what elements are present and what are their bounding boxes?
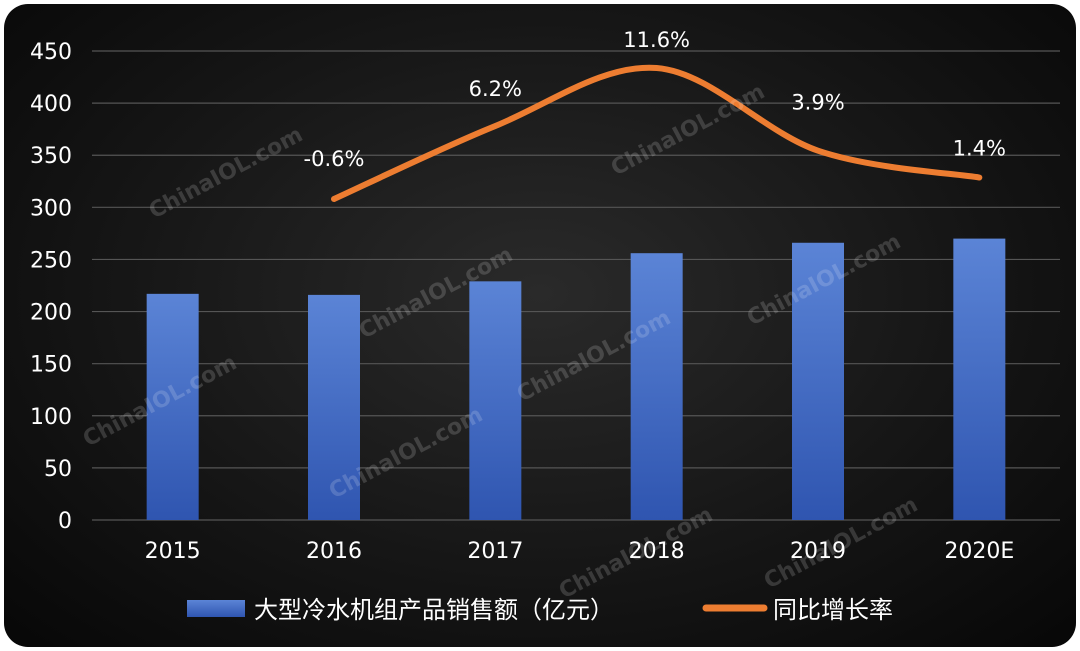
legend: 大型冷水机组产品销售额（亿元） 同比增长率 xyxy=(187,596,893,624)
x-tick-label: 2016 xyxy=(306,539,362,564)
y-tick-label: 150 xyxy=(30,353,72,378)
y-tick-label: 50 xyxy=(44,457,72,482)
bar-series xyxy=(146,238,1006,521)
y-tick-label: 100 xyxy=(30,405,72,430)
gridlines xyxy=(92,50,1060,521)
legend-label-bar: 大型冷水机组产品销售额（亿元） xyxy=(254,596,614,624)
watermark-text: ChinaIOL.com xyxy=(145,122,307,224)
y-tick-label: 450 xyxy=(30,40,72,65)
y-axis-ticks: 0 50 100 150 200 250 300 350 400 450 xyxy=(30,40,72,534)
x-tick-label: 2019 xyxy=(790,539,846,564)
x-tick-label: 2018 xyxy=(629,539,685,564)
y-tick-label: 200 xyxy=(30,301,72,326)
legend-swatch-bar xyxy=(187,600,245,617)
y-tick-label: 250 xyxy=(30,248,72,273)
y-tick-label: 350 xyxy=(30,144,72,169)
bar xyxy=(469,281,522,520)
line-data-label: 6.2% xyxy=(469,77,522,101)
line-data-labels: -0.6% 6.2% 11.6% 3.9% 1.4% xyxy=(304,28,1006,171)
x-tick-label: 2017 xyxy=(467,539,523,564)
legend-label-line: 同比增长率 xyxy=(773,596,893,624)
chart-card: 0 50 100 150 200 250 300 350 400 450 2015 2016 2017… xyxy=(4,4,1076,647)
bar xyxy=(792,242,844,520)
x-tick-label: 2020E xyxy=(944,539,1014,564)
y-tick-label: 300 xyxy=(30,196,72,221)
line-series xyxy=(331,64,983,202)
bar xyxy=(630,253,683,521)
bar xyxy=(146,293,199,520)
y-tick-label: 400 xyxy=(30,92,72,117)
watermark-text: ChinaIOL.com xyxy=(607,79,769,181)
growth-rate-line xyxy=(331,64,983,202)
line-data-label: 11.6% xyxy=(623,28,690,52)
bar xyxy=(308,294,360,520)
line-data-label: 3.9% xyxy=(791,91,844,115)
x-axis-ticks: 2015 2016 2017 2018 2019 2020E xyxy=(145,539,1015,564)
y-tick-label: 0 xyxy=(58,509,72,534)
line-data-label: -0.6% xyxy=(304,147,365,171)
x-tick-label: 2015 xyxy=(145,539,201,564)
bar xyxy=(953,238,1006,520)
line-data-label: 1.4% xyxy=(953,137,1006,161)
chart-svg: 0 50 100 150 200 250 300 350 400 450 2015 2016 2017… xyxy=(30,28,1060,624)
